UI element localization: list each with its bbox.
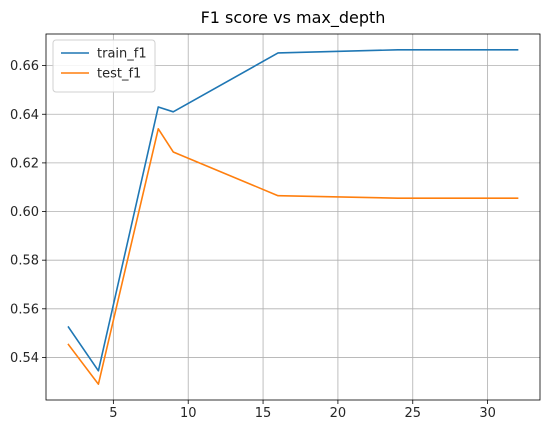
y-tick-label: 0.58 (10, 254, 39, 269)
x-tick-label: 25 (404, 406, 421, 421)
y-tick-label: 0.66 (10, 59, 39, 74)
y-tick-label: 0.54 (10, 351, 39, 366)
series-line-train-f1 (67, 49, 519, 372)
y-tick-label: 0.64 (10, 108, 39, 123)
x-tick-label: 15 (255, 406, 272, 421)
series-layer (67, 49, 519, 385)
x-tick-label: 20 (330, 406, 347, 421)
y-tick-label: 0.60 (10, 205, 39, 220)
legend: train_f1 test_f1 (52, 39, 156, 93)
x-tick-label: 5 (109, 406, 117, 421)
series-line-test-f1 (67, 128, 519, 385)
axes: 5 10 15 20 25 30 0.54 0.56 0.58 0.60 0.62 0.64 0.66 (10, 59, 496, 421)
y-tick-label: 0.62 (10, 156, 39, 171)
chart-title: F1 score vs max_depth (201, 8, 386, 28)
legend-label-test-f1: test_f1 (97, 67, 141, 82)
x-tick-label: 10 (180, 406, 197, 421)
x-tick-label: 30 (479, 406, 496, 421)
legend-label-train-f1: train_f1 (97, 47, 147, 62)
y-tick-label: 0.56 (10, 302, 39, 317)
grid (46, 34, 540, 400)
plot-frame (45, 33, 541, 401)
